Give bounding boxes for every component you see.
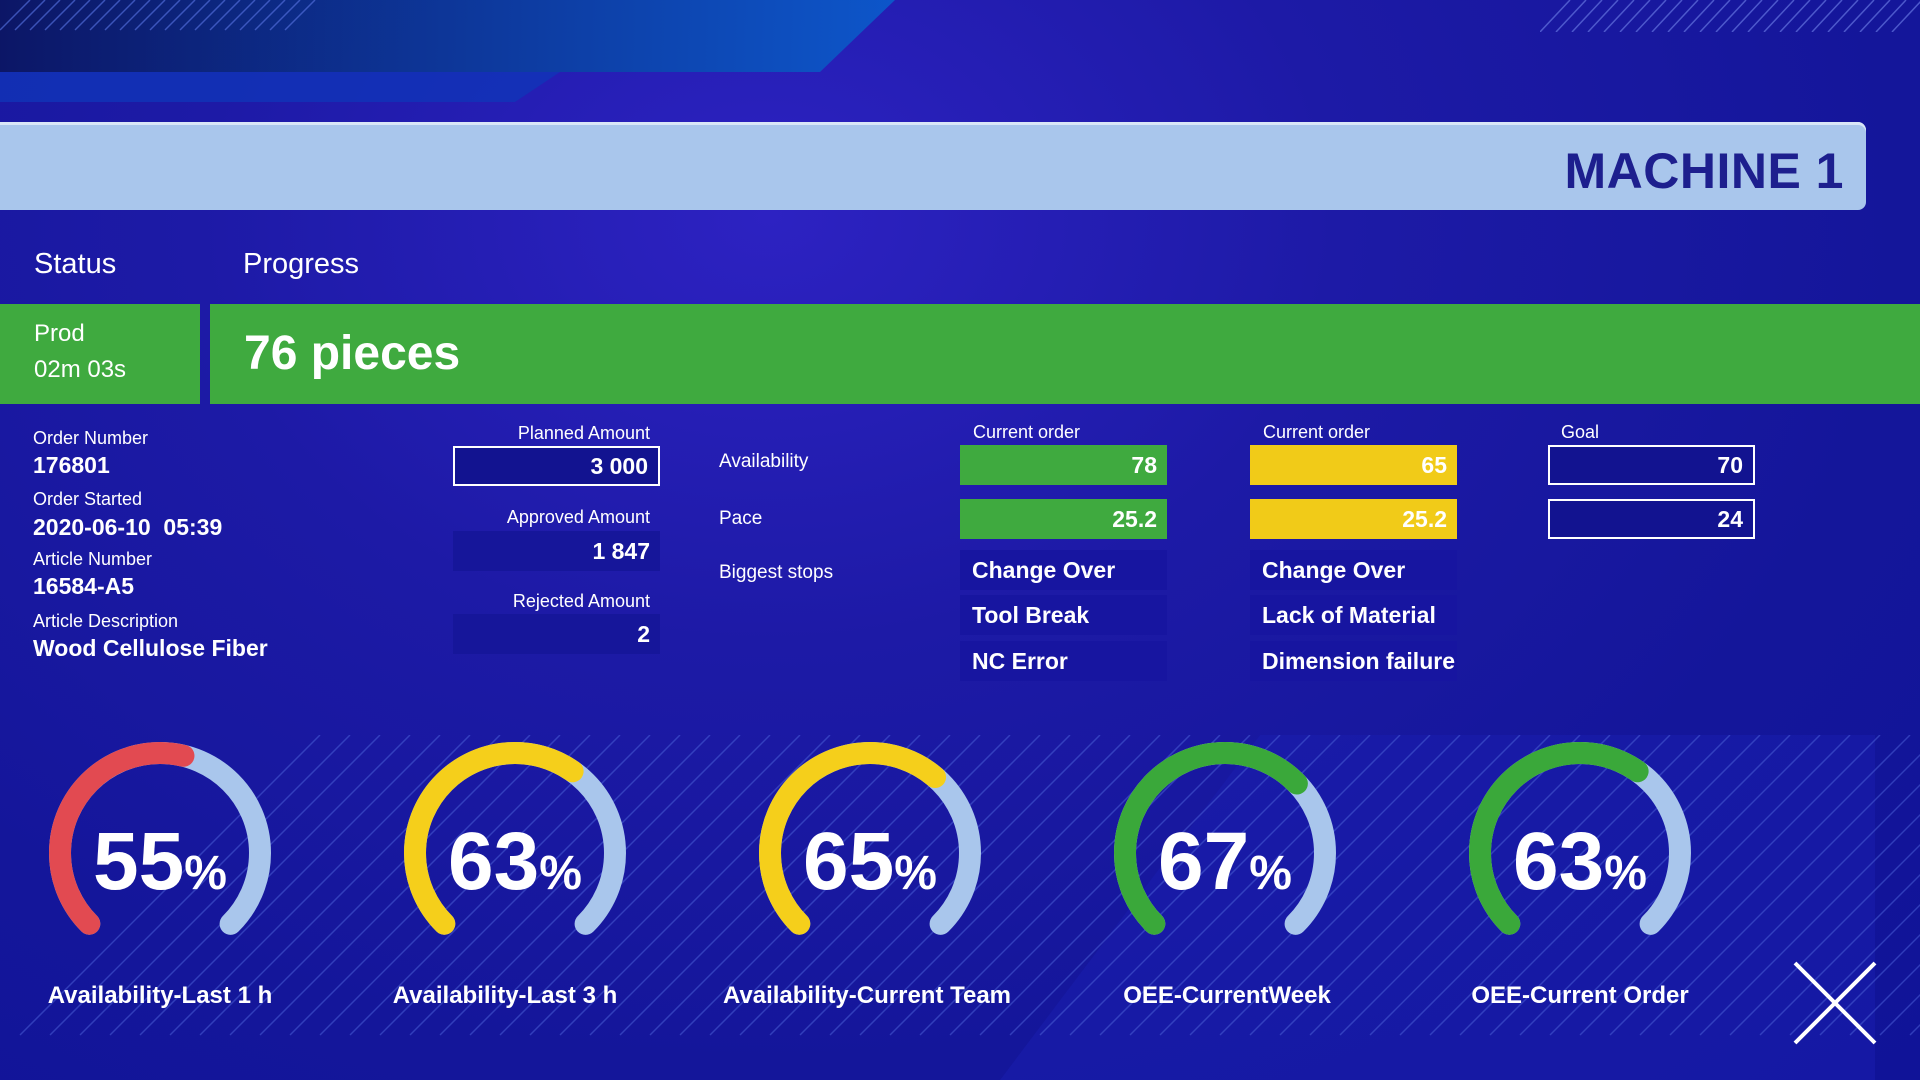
gauge-oee-current-week: 67% xyxy=(1095,735,1355,1005)
gauge-label: OEE-Current Order xyxy=(1471,982,1689,1009)
close-icon[interactable] xyxy=(1790,958,1880,1048)
gauge-ring xyxy=(48,742,271,964)
gauge-value: 55% xyxy=(93,816,227,907)
gauge-oee-current-order: 63% xyxy=(1450,735,1710,1005)
header-decoration xyxy=(0,0,895,102)
gauge-arc xyxy=(48,742,271,964)
gauge-value: 63% xyxy=(448,816,582,907)
col1-pace: 25.2 xyxy=(960,499,1167,539)
order-started-value: 2020-06-10 05:39 xyxy=(33,514,223,540)
gauge-value: 63% xyxy=(1513,816,1647,907)
gauge-ring xyxy=(404,742,626,964)
rejected-amount-value: 2 xyxy=(453,614,660,654)
pace-label: Pace xyxy=(719,508,763,529)
header-bar: MACHINE 1 xyxy=(0,122,1866,210)
col1-header: Current order xyxy=(973,422,1081,442)
availability-label: Availability xyxy=(719,451,809,472)
col2-stop-item: Dimension failure xyxy=(1250,641,1457,681)
gauge-availability-last-1h: 55% xyxy=(30,735,290,1005)
planned-amount-label: Planned Amount xyxy=(517,423,650,443)
gauge-label: OEE-CurrentWeek xyxy=(1123,982,1331,1009)
order-number-label: Order Number xyxy=(33,428,149,448)
gauge-ring xyxy=(1469,742,1691,964)
machine-title: MACHINE 1 xyxy=(1564,143,1844,199)
article-number-value: 16584-A5 xyxy=(33,573,135,599)
gauge-label: Availability-Last 1 h xyxy=(47,982,273,1009)
gauge-availability-last-3h: 63% xyxy=(385,735,645,1005)
gauge-value: 67% xyxy=(1158,816,1292,907)
goal-availability-field[interactable]: 70 xyxy=(1548,445,1755,485)
col1-stop-item: Change Over xyxy=(960,550,1167,590)
gauge-value: 65% xyxy=(803,816,937,907)
tab-status[interactable]: Status xyxy=(34,248,117,280)
planned-amount-field[interactable]: 3 000 xyxy=(453,446,660,486)
col1-stop-item: Tool Break xyxy=(960,595,1167,635)
progress-count: 76 pieces xyxy=(244,327,461,380)
order-started-label: Order Started xyxy=(33,489,143,509)
order-number-value: 176801 xyxy=(33,452,110,478)
col2-availability: 65 xyxy=(1250,445,1457,485)
col2-header: Current order xyxy=(1263,422,1371,442)
gauge-ring xyxy=(1114,742,1336,964)
gauge-arc xyxy=(1114,742,1336,964)
col1-availability: 78 xyxy=(960,445,1167,485)
gauge-arc xyxy=(759,742,981,964)
gauge-availability-current-team: 65% xyxy=(740,735,1000,1005)
approved-amount-value: 1 847 xyxy=(453,531,660,571)
status-time: 02m 03s xyxy=(34,356,127,383)
col2-stop-item: Change Over xyxy=(1250,550,1457,590)
biggest-stops-label: Biggest stops xyxy=(719,562,834,583)
gauge-ring xyxy=(759,742,981,964)
tab-progress[interactable]: Progress xyxy=(243,248,360,280)
status-state: Prod xyxy=(34,320,85,347)
progress-panel xyxy=(210,304,1920,404)
gauge-label: Availability-Last 3 h xyxy=(392,982,618,1009)
rejected-amount-label: Rejected Amount xyxy=(512,591,650,611)
approved-amount-label: Approved Amount xyxy=(506,507,650,527)
article-description-label: Article Description xyxy=(33,611,179,631)
article-description-value: Wood Cellulose Fiber xyxy=(33,635,268,661)
status-panel xyxy=(0,304,200,404)
goal-header: Goal xyxy=(1561,422,1600,442)
article-number-label: Article Number xyxy=(33,549,153,569)
gauge-label: Availability-Current Team xyxy=(722,982,1012,1009)
col1-stop-item: NC Error xyxy=(960,641,1167,681)
header-stripes-decoration xyxy=(1540,0,1920,32)
goal-pace-field[interactable]: 24 xyxy=(1548,499,1755,539)
gauge-arc xyxy=(404,742,626,964)
col2-stop-item: Lack of Material xyxy=(1250,595,1457,635)
gauge-arc xyxy=(1469,742,1691,964)
col2-pace: 25.2 xyxy=(1250,499,1457,539)
